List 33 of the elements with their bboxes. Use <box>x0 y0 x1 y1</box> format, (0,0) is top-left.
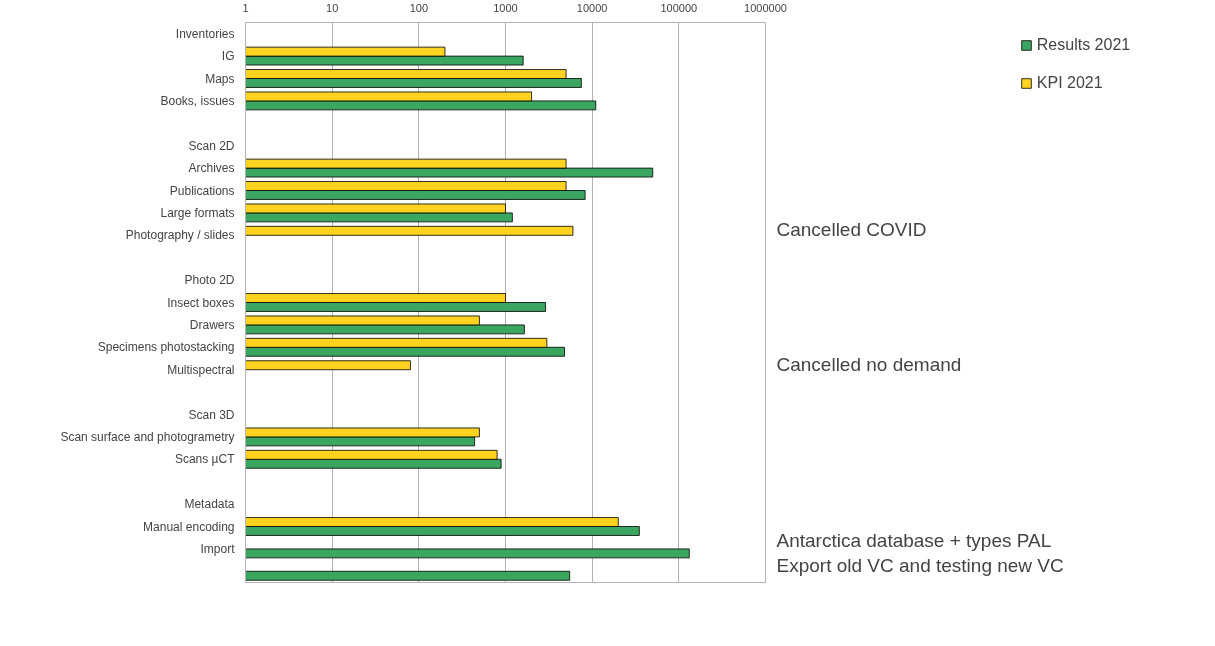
x-tick-label: 100 <box>409 1 429 14</box>
y-tick-label: Photo 2D <box>184 273 235 288</box>
x-tick-label: 10 <box>326 1 339 14</box>
y-tick-label: Scan 3D <box>188 407 235 422</box>
y-tick-label: Maps <box>205 71 235 86</box>
text: Cancelled no demand <box>776 353 962 375</box>
y-tick-label: Scan 2D <box>188 138 235 153</box>
text: Export old VC and testing new VC <box>776 555 1064 577</box>
y-tick-label: Scans µCT <box>174 452 236 467</box>
y-tick-label: Insect boxes <box>167 295 235 310</box>
y-tick-label: IG <box>221 49 235 64</box>
text: Antarctica database + types PAL <box>776 530 1052 551</box>
y-tick-label: Books, issues <box>160 93 235 108</box>
text: Cancelled COVID <box>776 219 927 241</box>
y-tick-label: Publications <box>169 183 235 198</box>
x-tick-label: 1 <box>242 1 249 14</box>
y-tick-label: Archives <box>188 161 235 176</box>
legend-label: KPI 2021 <box>1036 74 1103 92</box>
y-tick-label: Scan surface and photogrametry <box>60 429 235 444</box>
y-tick-label: Drawers <box>189 317 235 332</box>
y-tick-label: Manual encoding <box>143 519 235 534</box>
y-tick-label: Large formats <box>160 205 235 220</box>
legend-label: Results 2021 <box>1036 36 1131 54</box>
y-tick-label: Multispectral <box>167 362 235 377</box>
x-tick-label: 100000 <box>660 1 698 14</box>
x-tick-label: 1000000 <box>744 1 787 14</box>
y-tick-label: Import <box>200 541 236 556</box>
y-tick-label: Photography / slides <box>125 228 235 243</box>
y-tick-label: Metadata <box>184 497 235 512</box>
x-tick-label: 10000 <box>576 1 608 14</box>
x-tick-label: 1000 <box>493 1 518 14</box>
y-tick-label: Specimens photostacking <box>97 340 235 355</box>
y-tick-label: Inventories <box>175 26 235 41</box>
